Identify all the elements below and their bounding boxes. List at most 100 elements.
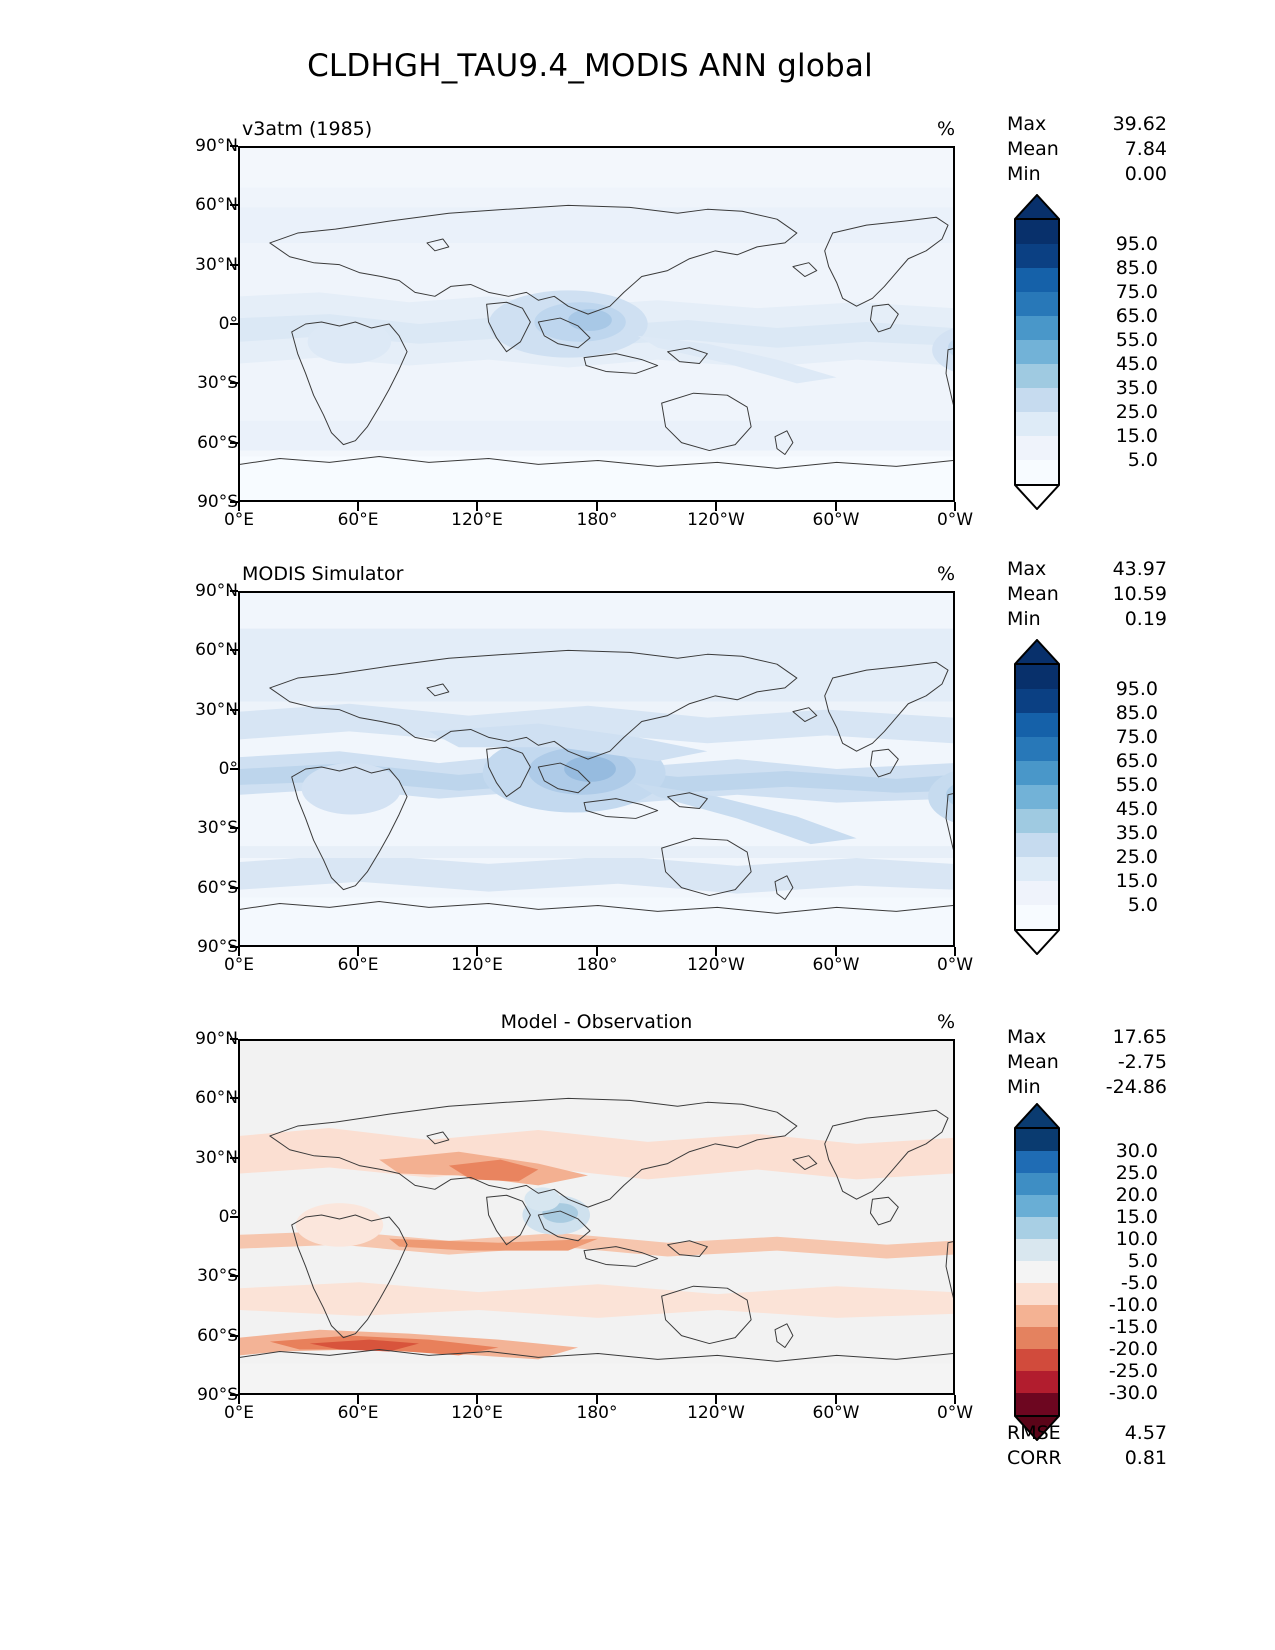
xtick-label: 180° [576, 1403, 618, 1423]
panel-units-model: % [936, 118, 955, 140]
colorbar-band [1014, 1151, 1060, 1173]
colorbar-band [1014, 689, 1060, 713]
xtick-mark [954, 1395, 956, 1404]
stat-mean-label: Mean [1007, 138, 1059, 160]
ytick-mark [230, 1097, 238, 1099]
map-difference[interactable] [238, 1039, 955, 1395]
ytick-mark [230, 887, 238, 889]
colorbar-tick: 25.0 [1115, 1162, 1158, 1184]
ytick-label: 90°N [195, 581, 238, 601]
ytick-label: 30°N [195, 255, 238, 275]
stat-max-row: Max 39.62 [1007, 112, 1167, 137]
stat-mean-row: Mean -2.75 [1007, 1050, 1167, 1075]
map-canvas-observation [240, 593, 953, 945]
colorbar-tick: 30.0 [1115, 1140, 1158, 1162]
ytick-mark [230, 204, 238, 206]
map-model[interactable] [238, 146, 955, 502]
colorbar-tick: 15.0 [1115, 870, 1158, 892]
map-canvas-model [240, 148, 953, 500]
colorbar-tick: 95.0 [1115, 233, 1158, 255]
ytick-mark [230, 442, 238, 444]
xtick-mark [835, 947, 837, 956]
colorbar-band [1014, 1393, 1060, 1415]
ytick-mark [230, 1157, 238, 1159]
colorbar-band [1014, 412, 1060, 436]
xtick-mark [357, 502, 359, 511]
ytick-mark [230, 946, 238, 948]
stat-mean-label: Mean [1007, 583, 1059, 605]
colorbar-band [1014, 761, 1060, 785]
ytick-mark [230, 768, 238, 770]
stat-mean-value: 10.59 [1112, 583, 1167, 605]
map-canvas-difference [240, 1041, 953, 1393]
colorbar-band [1014, 1239, 1060, 1261]
xtick-label: 60°W [812, 955, 860, 975]
colorbar-band [1014, 857, 1060, 881]
score-rmse-value: 4.57 [1124, 1422, 1167, 1444]
colorbar-tick: 5.0 [1127, 1250, 1158, 1272]
xtick-label: 120°W [687, 510, 745, 530]
ytick-mark [230, 501, 238, 503]
colorbar-band [1014, 388, 1060, 412]
xtick-mark [238, 1395, 240, 1404]
figure-title: CLDHGH_TAU9.4_MODIS ANN global [307, 48, 873, 84]
colorbar-tick: -25.0 [1108, 1360, 1158, 1382]
ytick-label: 60°N [195, 640, 238, 660]
stat-max-row: Max 43.97 [1007, 557, 1167, 582]
xtick-mark [954, 502, 956, 511]
colorbar-band [1014, 785, 1060, 809]
colorbar-difference[interactable] [1014, 1103, 1060, 1441]
colorbar-tick: -30.0 [1108, 1382, 1158, 1404]
ytick-mark [230, 1038, 238, 1040]
colorbar-top-arrow [1014, 194, 1060, 220]
stat-mean-row: Mean 10.59 [1007, 582, 1167, 607]
xtick-mark [596, 502, 598, 511]
ytick-label: 0° [218, 1207, 238, 1227]
colorbar-tick: 55.0 [1115, 329, 1158, 351]
colorbar-tick: 5.0 [1127, 894, 1158, 916]
colorbar-bottom-arrow [1014, 929, 1060, 955]
colorbar-top-arrow [1014, 639, 1060, 665]
ytick-label: 60°S [197, 1326, 238, 1346]
map-observation[interactable] [238, 591, 955, 947]
stat-min-label: Min [1007, 608, 1041, 630]
colorbar-tick: 45.0 [1115, 353, 1158, 375]
stat-max-label: Max [1007, 1026, 1047, 1048]
stat-min-label: Min [1007, 163, 1041, 185]
xtick-label: 120°W [687, 1403, 745, 1423]
stat-max-value: 43.97 [1112, 558, 1167, 580]
ytick-label: 90°S [197, 1385, 238, 1405]
xtick-label: 120°E [451, 1403, 503, 1423]
colorbar-tick: 35.0 [1115, 377, 1158, 399]
colorbar-bottom-arrow [1014, 484, 1060, 510]
stat-max-row: Max 17.65 [1007, 1025, 1167, 1050]
ytick-label: 90°S [197, 492, 238, 512]
ytick-mark [230, 382, 238, 384]
ytick-label: 60°N [195, 1088, 238, 1108]
xtick-mark [476, 502, 478, 511]
colorbar-band [1014, 1305, 1060, 1327]
colorbar-band [1014, 737, 1060, 761]
xtick-label: 120°E [451, 955, 503, 975]
colorbar-bands [1014, 665, 1060, 929]
xtick-mark [835, 1395, 837, 1404]
xtick-label: 60°E [337, 955, 379, 975]
ytick-mark [230, 323, 238, 325]
colorbar-bottom-arrow [1014, 1415, 1060, 1441]
xtick-mark [715, 1395, 717, 1404]
ytick-label: 0° [218, 314, 238, 334]
colorbar-band [1014, 340, 1060, 364]
colorbar-observation[interactable] [1014, 639, 1060, 955]
xtick-label: 0°W [936, 1403, 974, 1423]
colorbar-tick: 25.0 [1115, 401, 1158, 423]
ytick-label: 60°S [197, 433, 238, 453]
colorbar-model[interactable] [1014, 194, 1060, 510]
ytick-mark [230, 709, 238, 711]
stat-min-row: Min 0.19 [1007, 607, 1167, 632]
colorbar-tick: 15.0 [1115, 425, 1158, 447]
score-corr-value: 0.81 [1124, 1447, 1167, 1469]
colorbar-band [1014, 244, 1060, 268]
ytick-label: 30°S [197, 373, 238, 393]
colorbar-tick: 5.0 [1127, 449, 1158, 471]
colorbar-band [1014, 905, 1060, 929]
